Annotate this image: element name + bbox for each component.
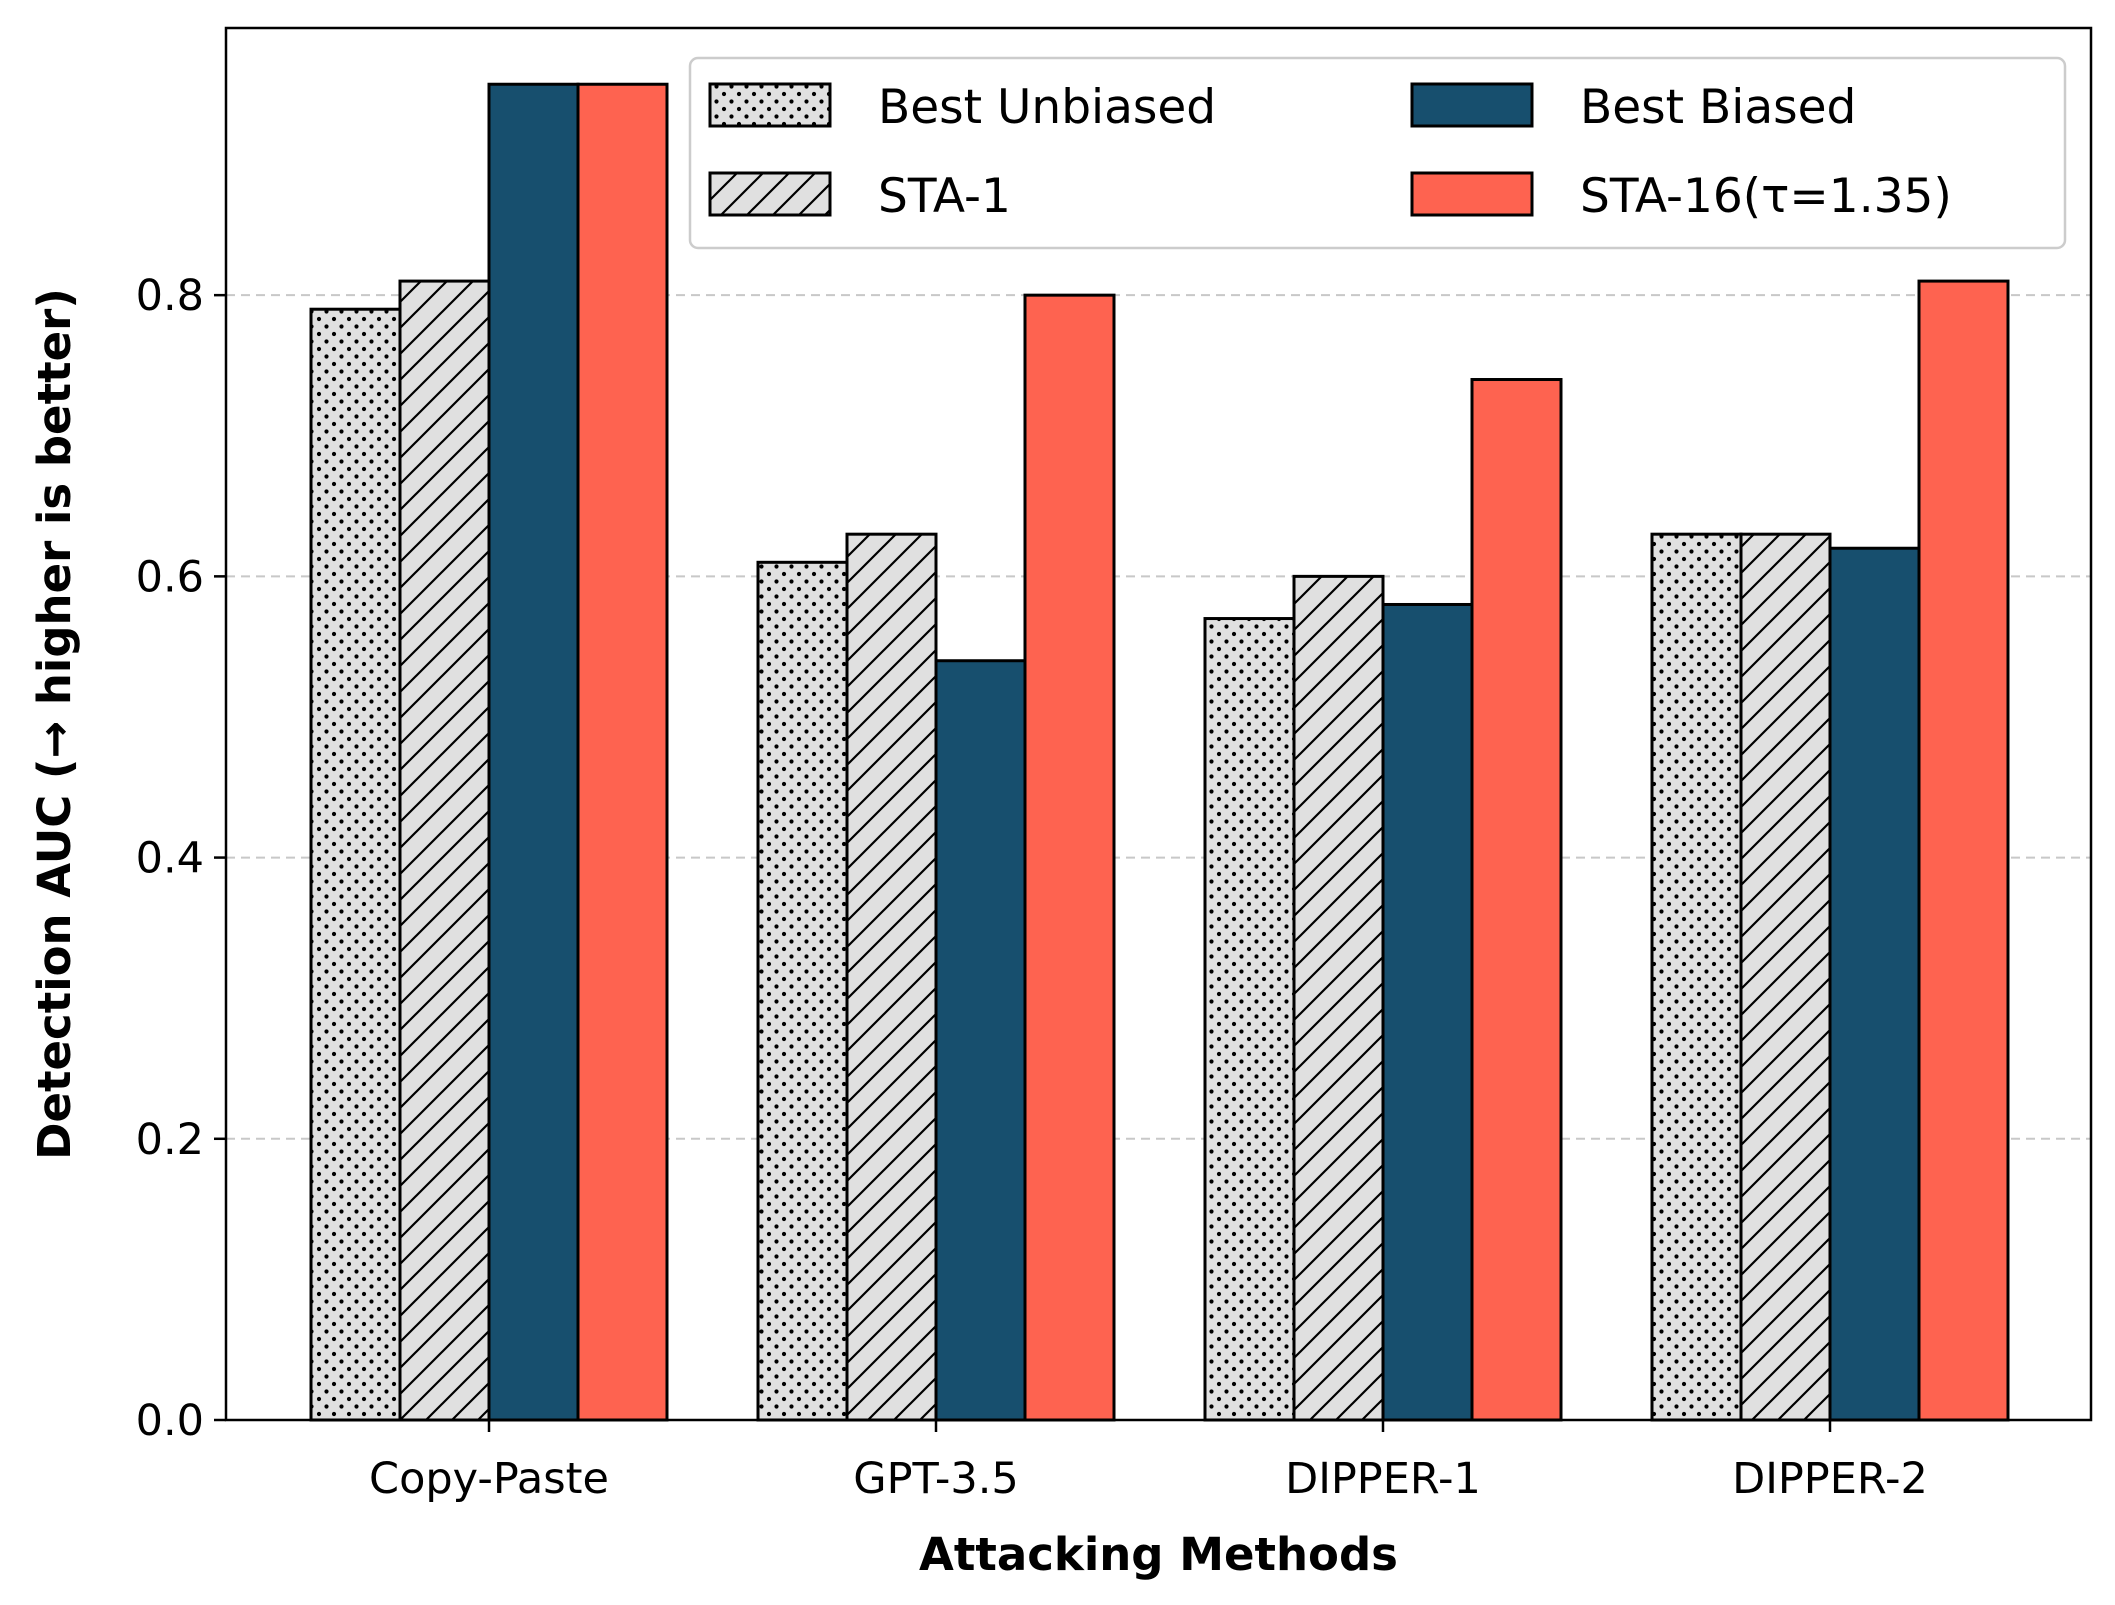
legend-label: STA-16(τ=1.35)	[1580, 169, 1952, 224]
axes: 0.0 0.2 0.4 0.6 0.8 Copy-Paste GPT-3.5 DIPPER-1…	[28, 26, 2093, 1581]
legend-swatch	[1410, 82, 1534, 128]
bar-sta-16-1-35-dipper-2	[1917, 279, 2010, 1422]
legend-label: STA-1	[878, 169, 1011, 224]
bar-sta-16-1-35-dipper-1	[1470, 378, 1563, 1422]
legend-box	[688, 56, 2067, 250]
x-tick-label: GPT-3.5	[853, 1454, 1018, 1504]
plot-frame	[224, 26, 2093, 1422]
bar-best-biased-gpt-3-5	[934, 659, 1027, 1422]
gridlines	[226, 294, 2091, 1140]
y-tick-label: 0.2	[136, 1115, 204, 1165]
x-tick-label: DIPPER-2	[1732, 1454, 1928, 1504]
bars	[309, 82, 2010, 1422]
x-tick-label: DIPPER-1	[1285, 1454, 1481, 1504]
bar-best-unbiased-dipper-1	[1203, 617, 1296, 1422]
bar-sta-1-gpt-3-5	[845, 532, 938, 1422]
bar-sta-1-dipper-2	[1739, 532, 1832, 1422]
bar-best-biased-copy-paste	[487, 82, 580, 1422]
bar-sta-1-copy-paste	[398, 279, 491, 1422]
y-tick-label: 0.0	[136, 1396, 204, 1446]
legend-label: Best Unbiased	[878, 80, 1216, 135]
bar-sta-16-1-35-gpt-3-5	[1023, 293, 1116, 1422]
x-tick-label: Copy-Paste	[369, 1454, 609, 1504]
bar-best-biased-dipper-1	[1381, 602, 1474, 1422]
bar-best-biased-dipper-2	[1828, 546, 1921, 1422]
legend-label: Best Biased	[1580, 80, 1856, 135]
bar-sta-16-1-35-copy-paste	[576, 82, 669, 1422]
legend: Best Unbiased STA-1 Best Biased STA-16(τ=1.…	[688, 56, 2067, 250]
x-axis-title: Attacking Methods	[919, 1528, 1398, 1581]
y-tick-label: 0.8	[136, 271, 204, 321]
bar-best-unbiased-dipper-2	[1650, 532, 1743, 1422]
y-tick-label: 0.6	[136, 552, 204, 602]
legend-swatch	[708, 171, 832, 217]
y-tick-label: 0.4	[136, 834, 204, 884]
y-axis-title: Detection AUC (→ higher is better)	[28, 288, 81, 1160]
legend-swatch	[1410, 171, 1534, 217]
legend-swatch	[708, 82, 832, 128]
bar-best-unbiased-copy-paste	[309, 307, 402, 1422]
bar-best-unbiased-gpt-3-5	[756, 560, 849, 1422]
bar-sta-1-dipper-1	[1292, 574, 1385, 1422]
